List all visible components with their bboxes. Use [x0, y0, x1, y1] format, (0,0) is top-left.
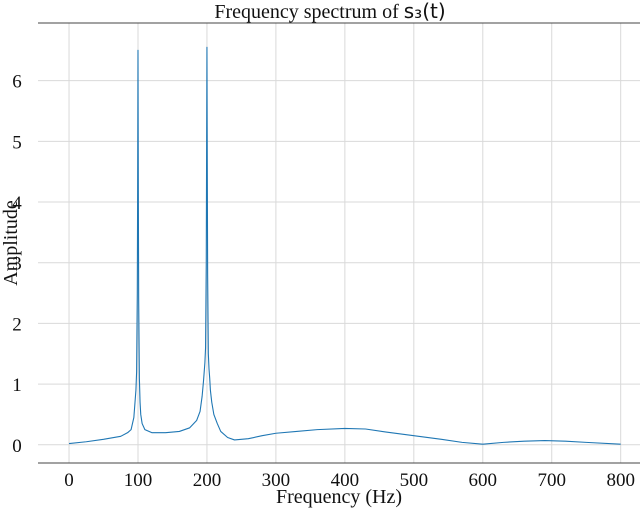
y-tick-label: 4: [12, 193, 22, 214]
y-tick-label: 6: [12, 72, 22, 93]
y-tick-label: 2: [12, 314, 22, 335]
x-tick-label: 500: [400, 470, 429, 491]
x-tick-label: 0: [64, 470, 74, 491]
axes: [38, 22, 640, 464]
x-tick-label: 300: [262, 470, 291, 491]
x-tick-label: 400: [331, 470, 360, 491]
x-tick-label: 800: [606, 470, 635, 491]
y-tick-label: 5: [12, 132, 22, 153]
x-axis-label: Frequency (Hz): [276, 486, 402, 508]
chart-title-math: s₃(t): [404, 0, 446, 23]
y-tick-label: 3: [12, 254, 22, 275]
x-tick-label: 700: [537, 470, 566, 491]
x-tick-label: 600: [469, 470, 498, 491]
y-axis-label: Amplitude: [0, 200, 22, 286]
spectrum-line: [68, 46, 621, 445]
series: [68, 46, 621, 445]
chart-title-prefix: Frequency spectrum of: [214, 1, 403, 23]
tick-labels: 0 100 200 300 400 500 600 700 800 0 1 2 3 4 5 6: [12, 72, 635, 491]
grid: [38, 23, 640, 463]
y-tick-label: 1: [12, 375, 22, 396]
y-tick-label: 0: [12, 436, 22, 457]
x-tick-label: 200: [193, 470, 222, 491]
x-tick-label: 100: [124, 470, 153, 491]
chart-title: Frequency spectrum of s₃(t): [214, 0, 445, 23]
